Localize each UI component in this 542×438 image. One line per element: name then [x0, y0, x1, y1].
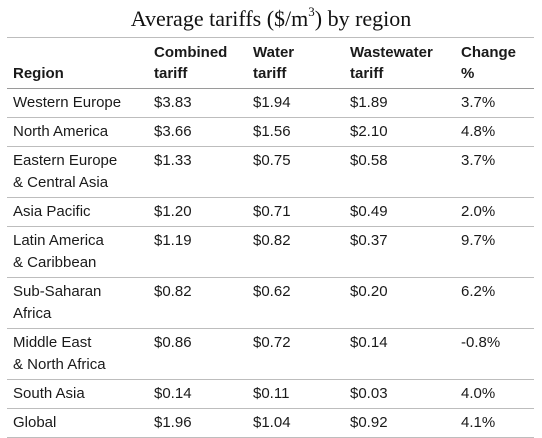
water-tariff-cell: $0.75	[247, 146, 344, 198]
wastewater-tariff-cell: $0.14	[344, 328, 455, 380]
combined-tariff-cell: $3.83	[148, 88, 247, 118]
column-header-water-tariff: Water tariff	[247, 37, 344, 89]
title-text-end: ) by region	[314, 6, 412, 31]
region-cell: Sub-Saharan Africa	[7, 277, 148, 329]
header-line: Wastewater	[350, 44, 433, 61]
region-label-line: Africa	[13, 305, 52, 322]
region-label-line: & Central Asia	[13, 174, 109, 191]
water-tariff-cell: $0.11	[247, 379, 344, 409]
wastewater-tariff-cell: $0.49	[344, 197, 455, 227]
region-cell: South Asia	[7, 379, 148, 409]
region-label-line: North America	[13, 123, 109, 140]
header-line: tariff	[253, 65, 287, 82]
header-line: Change	[461, 44, 517, 61]
table-row: Eastern Europe & Central Asia $1.33 $0.75 $0…	[7, 146, 534, 198]
water-tariff-cell: $1.56	[247, 117, 344, 147]
region-cell: Asia Pacific	[7, 197, 148, 227]
region-label-line: South Asia	[13, 385, 85, 402]
region-cell: Global	[7, 408, 148, 438]
region-label-line: Eastern Europe	[13, 152, 118, 169]
region-cell: Latin America & Caribbean	[7, 226, 148, 278]
region-cell: North America	[7, 117, 148, 147]
table-row: Middle East & North Africa $0.86 $0.72 $0.14…	[7, 328, 534, 380]
region-cell: Eastern Europe & Central Asia	[7, 146, 148, 198]
wastewater-tariff-cell: $0.92	[344, 408, 455, 438]
region-label-line: Middle East	[13, 334, 92, 351]
water-tariff-cell: $0.62	[247, 277, 344, 329]
combined-tariff-cell: $0.14	[148, 379, 247, 409]
region-label-line: Western Europe	[13, 94, 122, 111]
change-cell: 2.0%	[455, 197, 534, 227]
water-tariff-cell: $1.04	[247, 408, 344, 438]
header-line: Region	[13, 65, 64, 82]
change-cell: 6.2%	[455, 277, 534, 329]
table-row: Latin America & Caribbean $1.19 $0.82 $0.37 9…	[7, 226, 534, 278]
combined-tariff-cell: $1.20	[148, 197, 247, 227]
table-row: South Asia $0.14 $0.11 $0.03 4.0%	[7, 379, 534, 409]
column-header-change: Change %	[455, 37, 534, 89]
region-label-line: Asia Pacific	[13, 203, 91, 220]
change-cell: 4.8%	[455, 117, 534, 147]
header-line: tariff	[350, 65, 384, 82]
table-header: Region Combined tariff Water tariff Wast…	[7, 37, 534, 89]
water-tariff-cell: $0.71	[247, 197, 344, 227]
title-text: Average tariffs ($/m	[130, 6, 309, 31]
column-header-combined-tariff: Combined tariff	[148, 37, 247, 89]
change-cell: 3.7%	[455, 146, 534, 198]
table-row: Western Europe $3.83 $1.94 $1.89 3.7%	[7, 88, 534, 118]
region-cell: Western Europe	[7, 88, 148, 118]
table-row: Sub-Saharan Africa $0.82 $0.62 $0.20 6.2%	[7, 277, 534, 329]
region-label-line: & Caribbean	[13, 254, 97, 271]
region-label-line: Sub-Saharan	[13, 283, 102, 300]
water-tariff-cell: $1.94	[247, 88, 344, 118]
water-tariff-cell: $0.72	[247, 328, 344, 380]
combined-tariff-cell: $1.96	[148, 408, 247, 438]
table-body: Western Europe $3.83 $1.94 $1.89 3.7% North A…	[7, 88, 534, 438]
region-cell: Middle East & North Africa	[7, 328, 148, 380]
region-label-line: & North Africa	[13, 356, 106, 373]
wastewater-tariff-cell: $1.89	[344, 88, 455, 118]
change-cell: 4.1%	[455, 408, 534, 438]
header-row: Region Combined tariff Water tariff Wast…	[7, 37, 534, 89]
column-header-wastewater-tariff: Wastewater tariff	[344, 37, 455, 89]
column-header-region: Region	[7, 37, 148, 89]
wastewater-tariff-cell: $0.58	[344, 146, 455, 198]
table-row: North America $3.66 $1.56 $2.10 4.8%	[7, 117, 534, 147]
change-cell: 9.7%	[455, 226, 534, 278]
tariff-table: Region Combined tariff Water tariff Wast…	[7, 37, 534, 438]
table-row: Global $1.96 $1.04 $0.92 4.1%	[7, 408, 534, 438]
wastewater-tariff-cell: $0.37	[344, 226, 455, 278]
header-line: Water	[253, 44, 295, 61]
wastewater-tariff-cell: $0.20	[344, 277, 455, 329]
table-title: Average tariffs ($/m3) by region	[0, 5, 542, 33]
change-cell: 3.7%	[455, 88, 534, 118]
water-tariff-cell: $0.82	[247, 226, 344, 278]
change-cell: 4.0%	[455, 379, 534, 409]
header-line: Combined	[154, 44, 228, 61]
region-label-line: Global	[13, 414, 57, 431]
change-cell: -0.8%	[455, 328, 534, 380]
combined-tariff-cell: $3.66	[148, 117, 247, 147]
wastewater-tariff-cell: $0.03	[344, 379, 455, 409]
header-line: tariff	[154, 65, 188, 82]
combined-tariff-cell: $0.82	[148, 277, 247, 329]
combined-tariff-cell: $0.86	[148, 328, 247, 380]
title-superscript: 3	[308, 3, 315, 19]
combined-tariff-cell: $1.33	[148, 146, 247, 198]
table-row: Asia Pacific $1.20 $0.71 $0.49 2.0%	[7, 197, 534, 227]
combined-tariff-cell: $1.19	[148, 226, 247, 278]
wastewater-tariff-cell: $2.10	[344, 117, 455, 147]
region-label-line: Latin America	[13, 232, 104, 249]
header-line: %	[461, 65, 475, 82]
